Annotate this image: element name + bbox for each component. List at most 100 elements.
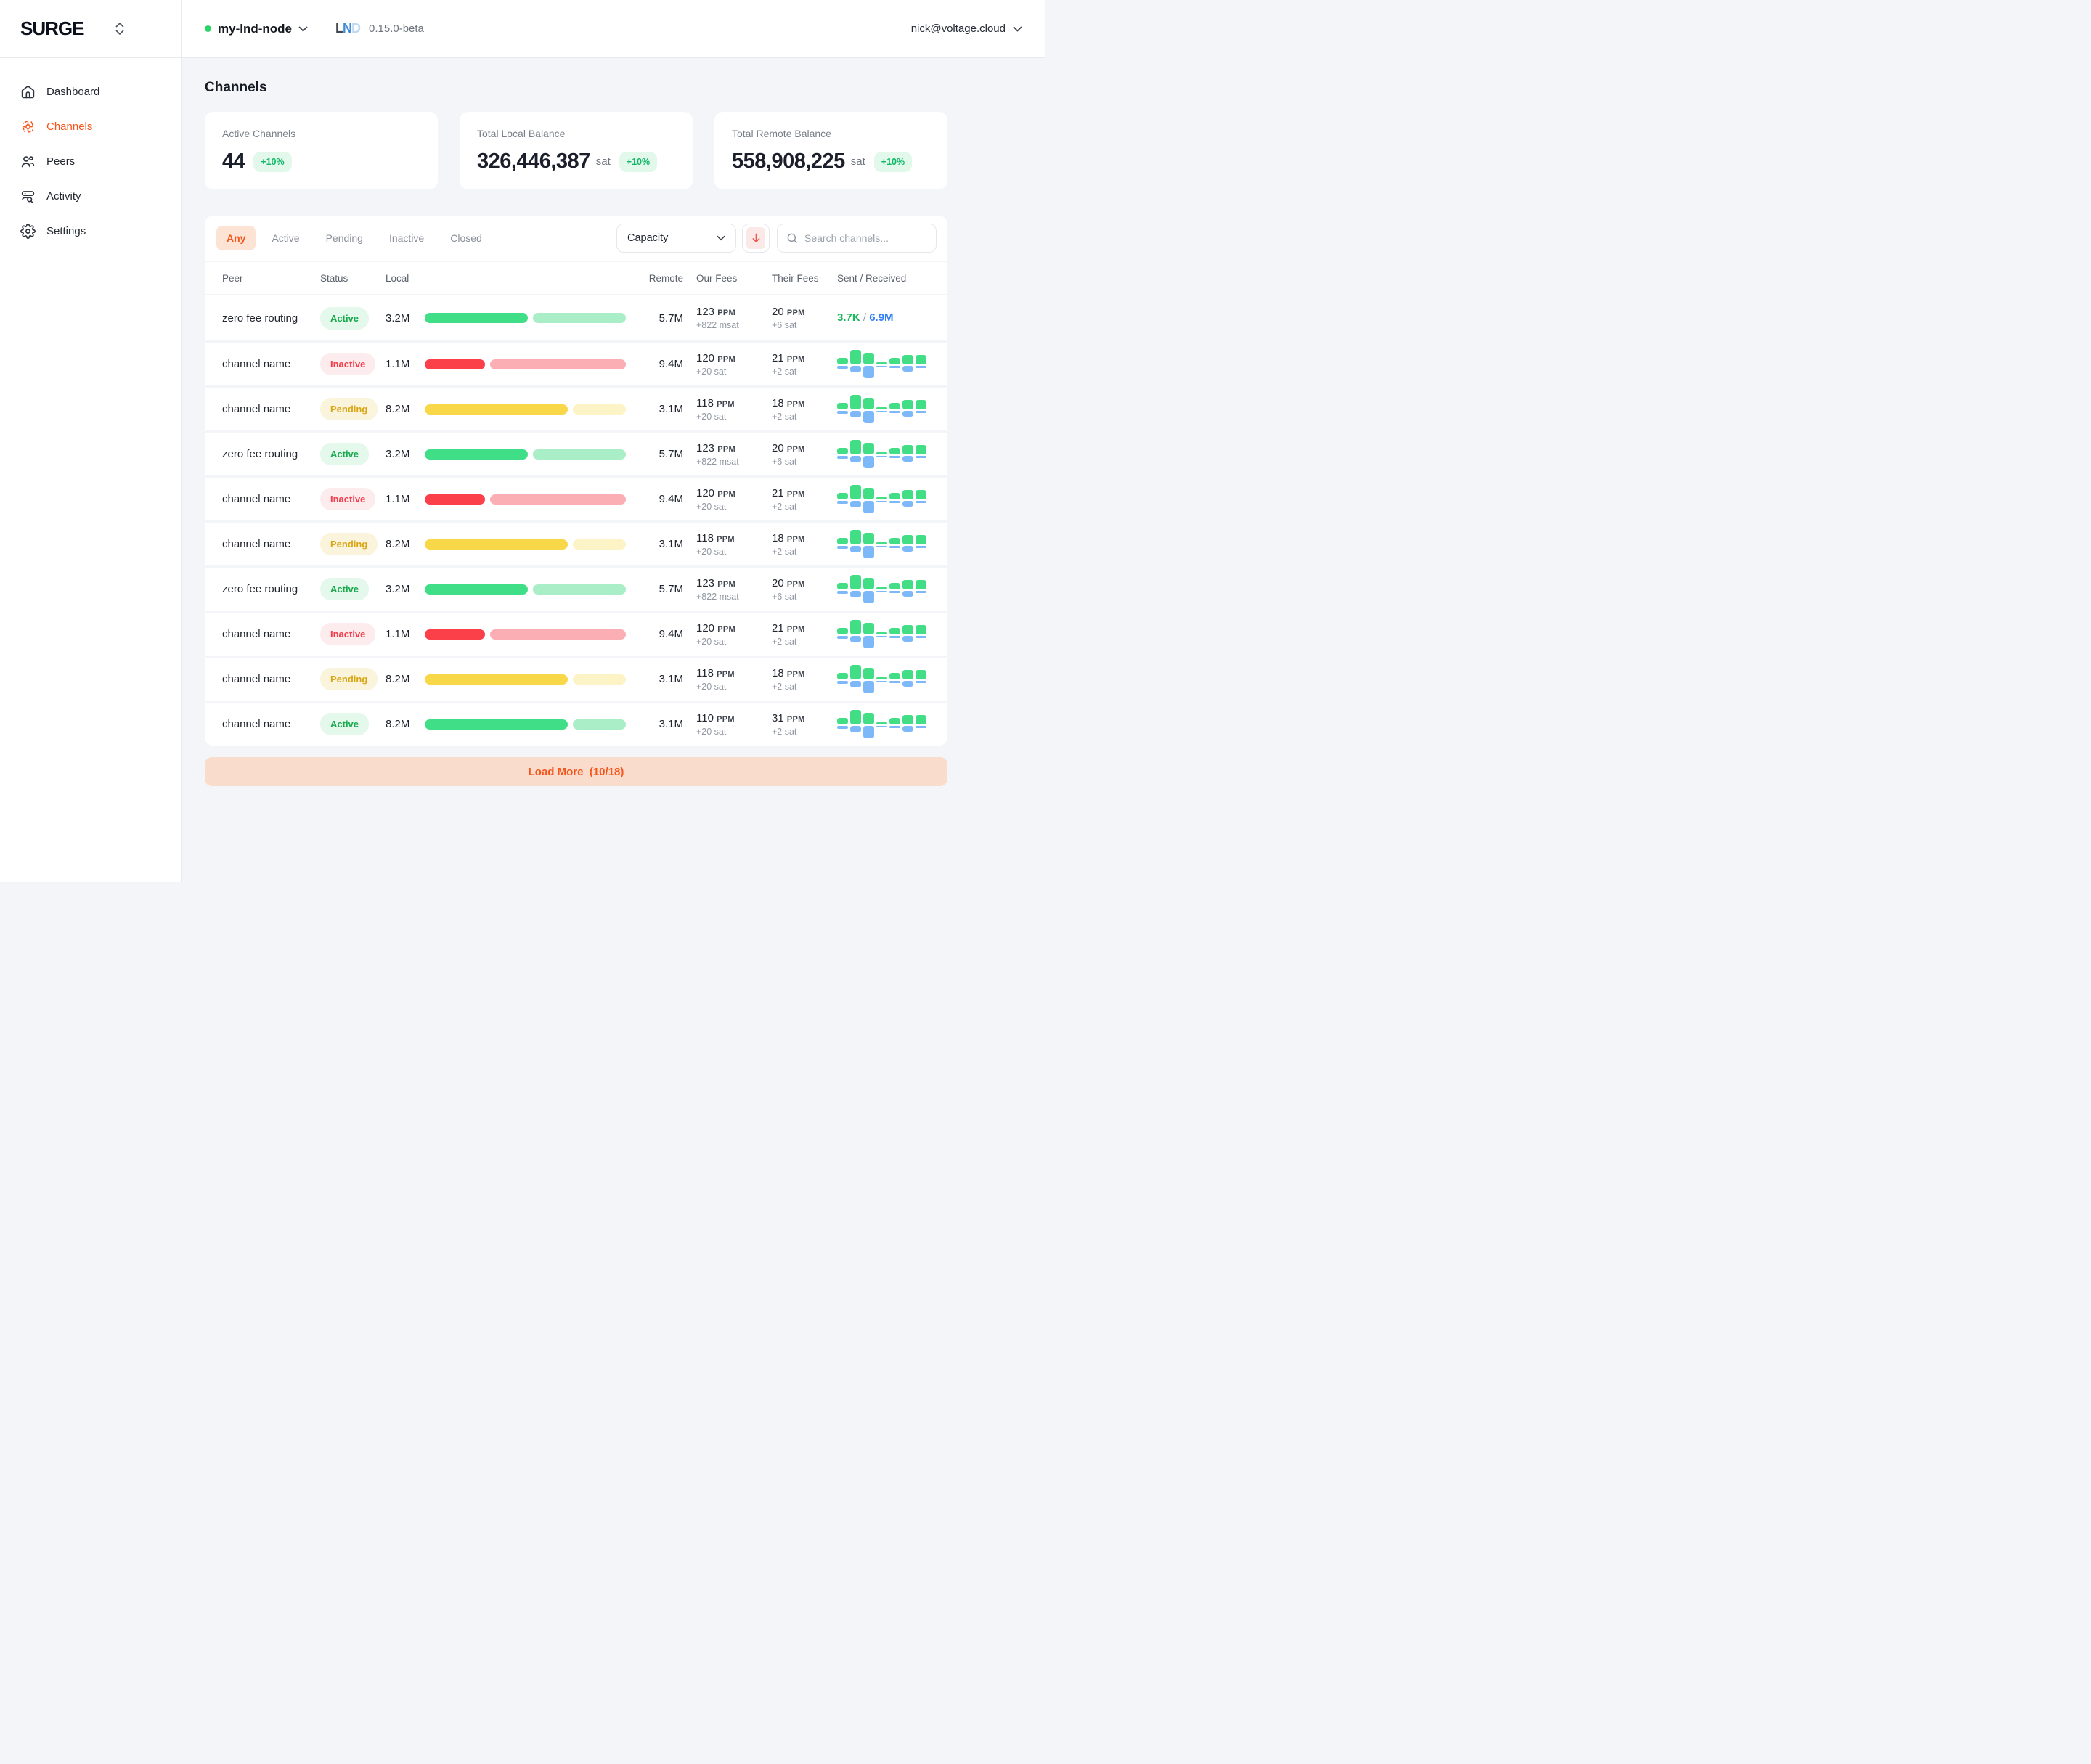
remote-balance-bar [573,404,625,415]
search-input[interactable] [804,232,927,244]
node-online-dot-icon [205,25,211,32]
remote-balance-bar [573,539,625,550]
table-row[interactable]: zero fee routing Active 3.2M 5.7M 123 PP… [205,565,947,611]
lnd-logo: LND [335,21,360,36]
local-balance: 8.2M [386,538,425,550]
our-fees: 123 PPM +822 msat [683,306,759,330]
sidebar-header: SURGE [0,0,182,58]
table-row[interactable]: channel name Inactive 1.1M 9.4M 120 PPM … [205,611,947,656]
their-fees: 18 PPM +2 sat [759,532,828,557]
sent-received-chart [837,485,930,514]
chevron-up-icon [115,23,124,28]
remote-balance-bar [533,449,626,460]
column-header-status: Status [320,273,386,284]
channels-panel: Any Active Pending Inactive Closed Capac… [205,216,947,746]
chevron-down-icon [298,26,308,32]
balance-bars [425,404,637,415]
their-fees: 20 PPM +6 sat [759,306,828,330]
balance-bars [425,359,637,369]
sent-received-cell [828,350,930,379]
load-more-button[interactable]: Load More (10/18) [205,757,947,786]
sort-by-select[interactable]: Capacity [616,224,736,253]
balance-bars [425,629,637,640]
local-balance: 1.1M [386,358,425,370]
peer-name: channel name [222,718,320,730]
their-fees: 21 PPM +2 sat [759,352,828,377]
sidebar-collapse-button[interactable] [115,23,124,35]
our-fees: 118 PPM +20 sat [683,532,759,557]
stat-card-local-balance: Total Local Balance 326,446,387 sat +10% [460,112,693,189]
sent-received-cell: 3.7K / 6.9M [828,311,930,324]
peer-name: channel name [222,358,320,370]
balance-bars [425,674,637,685]
their-fees: 20 PPM +6 sat [759,442,828,467]
peer-name: zero fee routing [222,312,320,324]
table-row[interactable]: channel name Inactive 1.1M 9.4M 120 PPM … [205,340,947,385]
sort-direction-button[interactable] [742,224,770,253]
sent-received-cell [828,530,930,559]
status-badge: Active [320,713,369,735]
sent-received-cell [828,575,930,604]
stat-cards: Active Channels 44 +10% Total Local Bala… [205,112,947,189]
table-row[interactable]: channel name Active 8.2M 3.1M 110 PPM +2… [205,701,947,746]
balance-bars [425,494,637,505]
local-balance-bar [425,404,568,415]
sent-received-chart [837,710,930,739]
sidebar-item-settings[interactable]: Settings [0,213,181,248]
channels-icon [20,119,36,134]
remote-balance: 5.7M [637,448,683,460]
tab-active[interactable]: Active [261,226,309,250]
stat-card-active-channels: Active Channels 44 +10% [205,112,438,189]
tab-any[interactable]: Any [216,226,256,250]
stat-label: Active Channels [222,128,420,139]
table-body: zero fee routing Active 3.2M 5.7M 123 PP… [205,295,947,746]
column-header-local: Local [386,273,425,284]
remote-balance: 3.1M [637,673,683,685]
peer-name: channel name [222,493,320,505]
user-menu[interactable]: nick@voltage.cloud [911,23,1022,35]
sent-received-chart [837,440,930,469]
table-row[interactable]: channel name Pending 8.2M 3.1M 118 PPM +… [205,656,947,701]
tab-inactive[interactable]: Inactive [379,226,434,250]
peer-name: channel name [222,628,320,640]
sidebar-item-dashboard[interactable]: Dashboard [0,74,181,109]
status-badge: Inactive [320,623,375,645]
status-badge: Active [320,578,369,600]
sidebar-item-channels[interactable]: Channels [0,109,181,144]
table-row[interactable]: channel name Inactive 1.1M 9.4M 120 PPM … [205,475,947,520]
users-icon [20,154,36,169]
table-row[interactable]: zero fee routing Active 3.2M 5.7M 123 PP… [205,295,947,340]
node-selector[interactable]: my-lnd-node [205,22,308,36]
sidebar-item-peers[interactable]: Peers [0,144,181,179]
remote-balance-bar [490,629,625,640]
sent-received-cell [828,665,930,694]
stat-unit: sat [851,155,865,168]
topbar: my-lnd-node LND 0.15.0-beta nick@voltage… [182,0,1046,58]
sidebar: Dashboard Channels Peers Activity Settin… [0,58,182,882]
column-header-sent-received: Sent / Received [828,273,930,284]
sent-received-chart [837,350,930,379]
tab-closed[interactable]: Closed [440,226,492,250]
node-version: 0.15.0-beta [369,23,424,35]
balance-bars [425,539,637,550]
their-fees: 31 PPM +2 sat [759,712,828,737]
chevron-down-icon [115,30,124,35]
remote-balance-bar [573,674,625,685]
sidebar-item-activity[interactable]: Activity [0,179,181,213]
local-balance-bar [425,494,485,505]
chevron-down-icon [717,235,725,241]
table-row[interactable]: channel name Pending 8.2M 3.1M 118 PPM +… [205,520,947,565]
table-row[interactable]: zero fee routing Active 3.2M 5.7M 123 PP… [205,430,947,475]
remote-balance-bar [490,359,625,369]
sent-received-chart [837,395,930,424]
our-fees: 120 PPM +20 sat [683,487,759,512]
local-balance-bar [425,359,485,369]
stat-label: Total Remote Balance [732,128,930,139]
our-fees: 123 PPM +822 msat [683,442,759,467]
table-row[interactable]: channel name Pending 8.2M 3.1M 118 PPM +… [205,385,947,430]
remote-balance-bar [533,313,626,323]
tab-pending[interactable]: Pending [316,226,373,250]
peer-name: channel name [222,673,320,685]
peer-name: zero fee routing [222,583,320,595]
status-badge: Pending [320,668,378,690]
